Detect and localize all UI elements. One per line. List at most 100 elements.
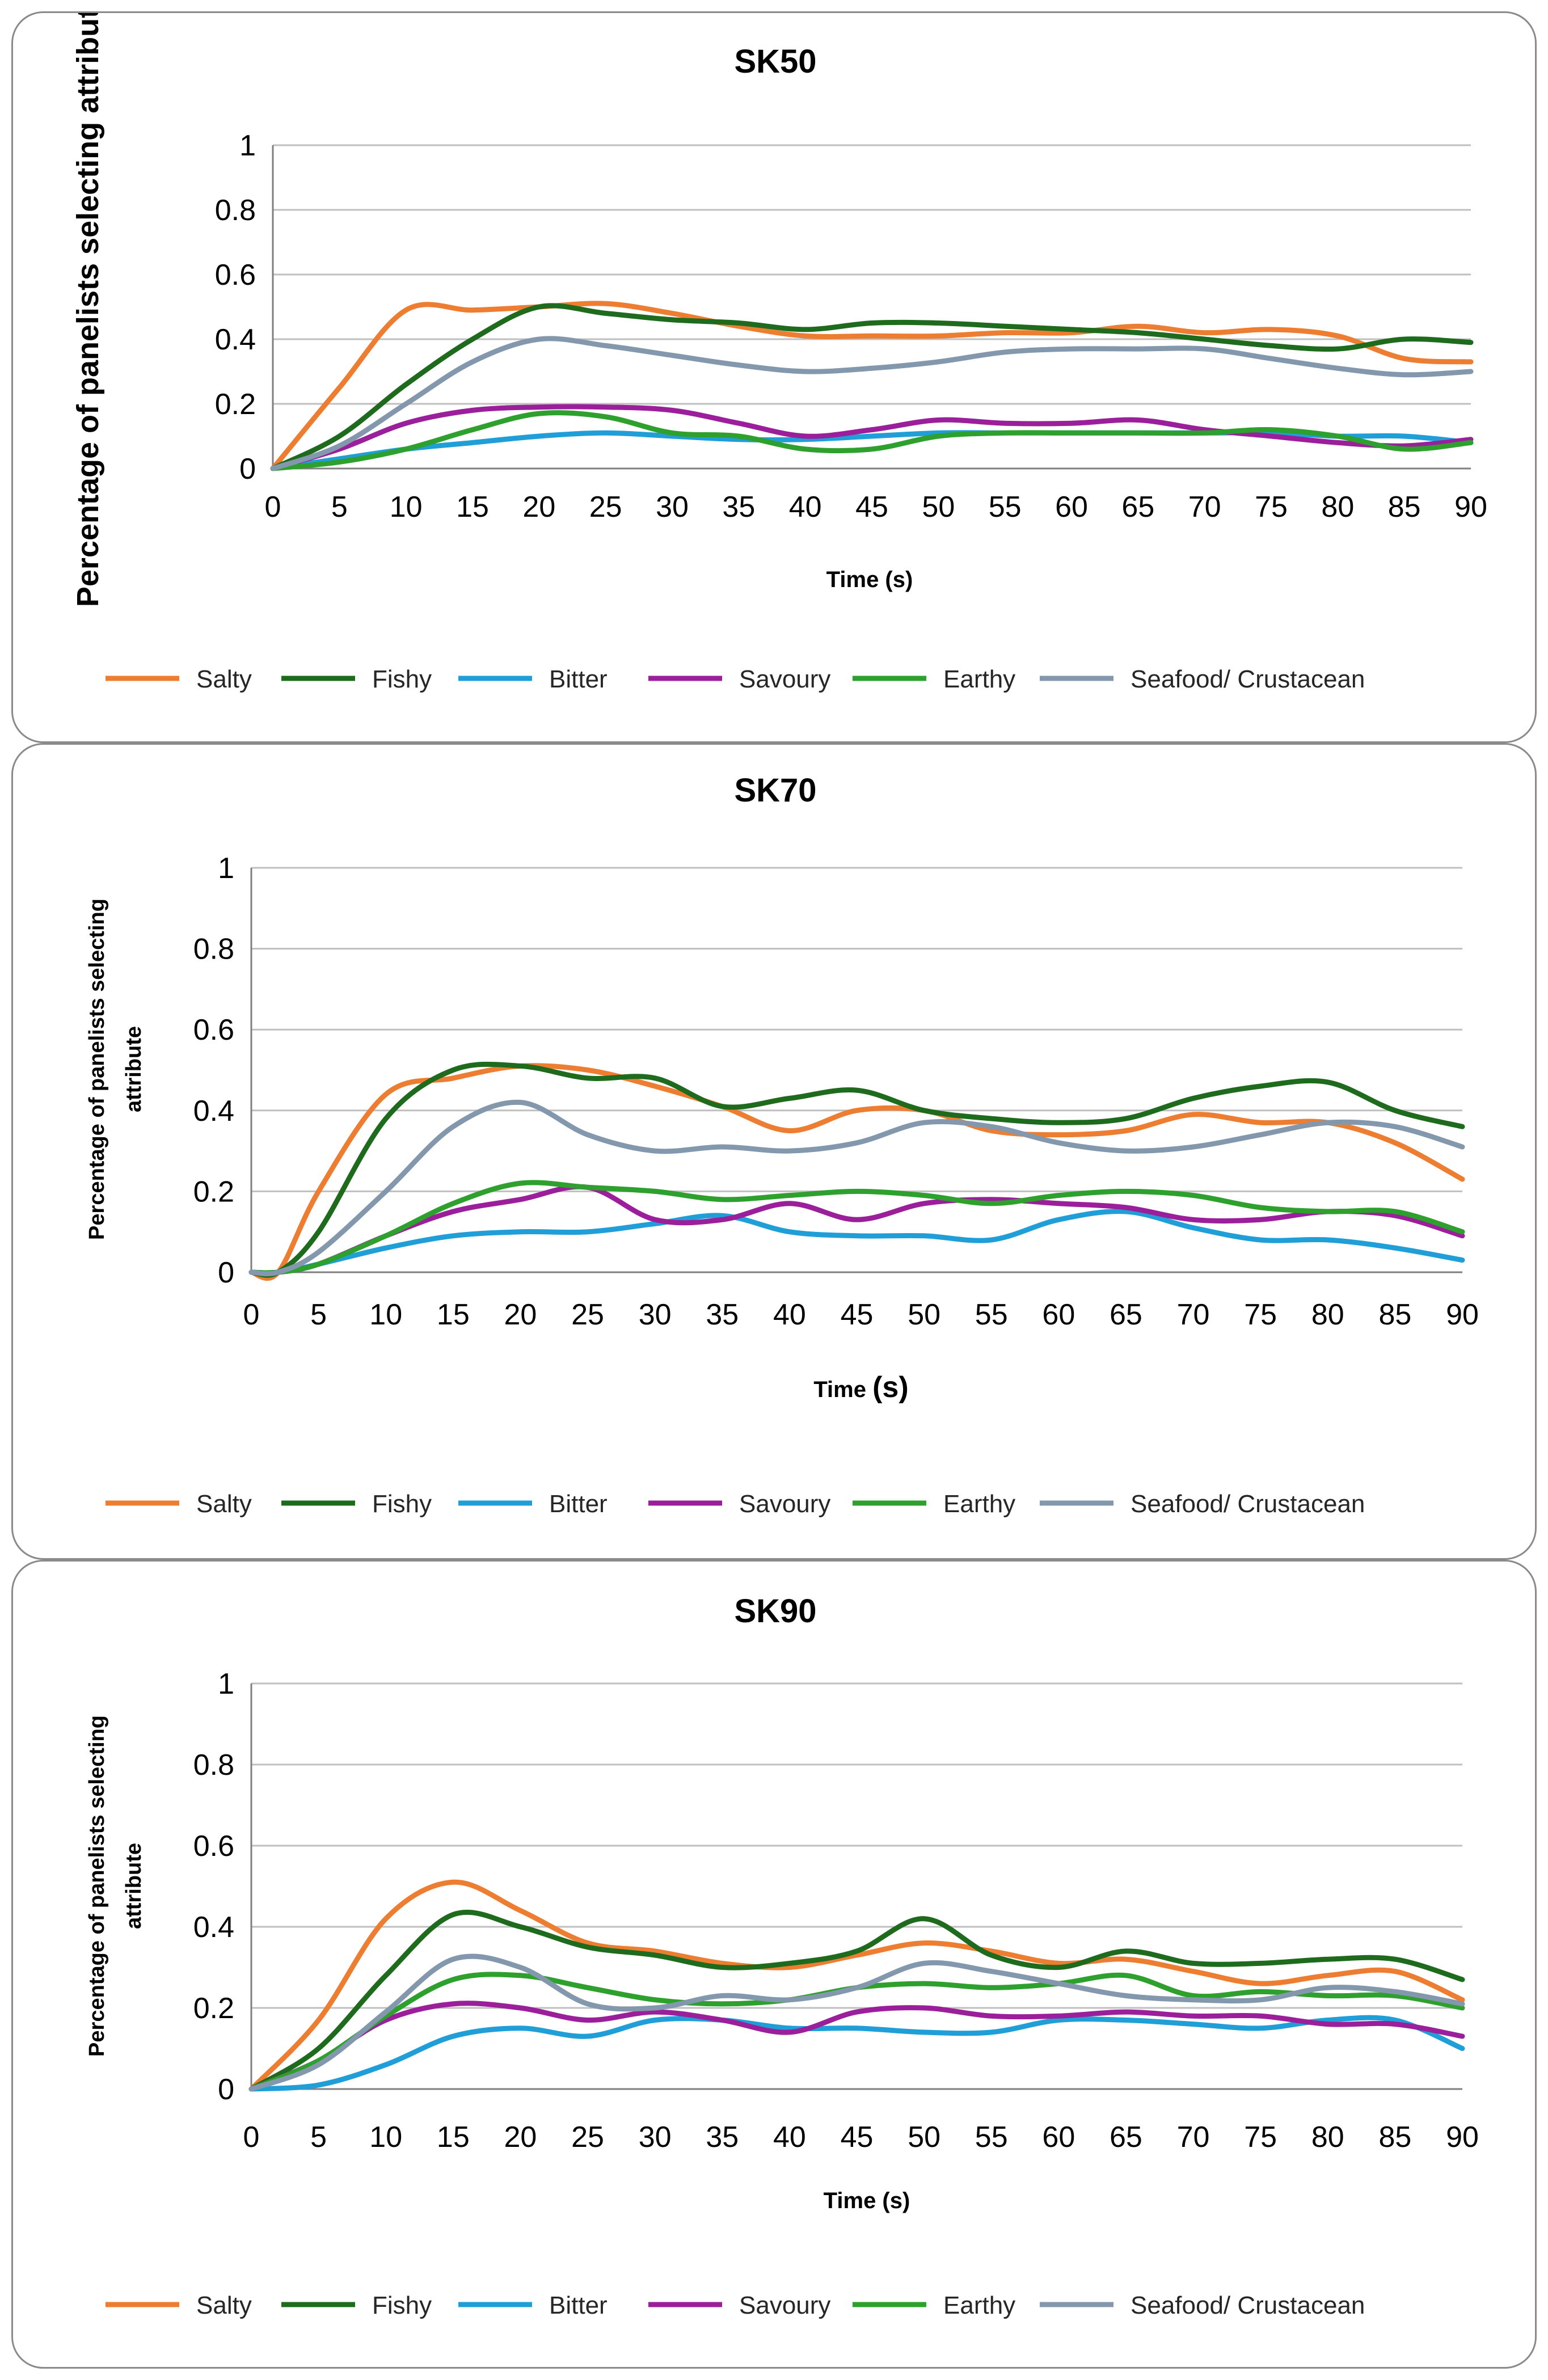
- series-line-savoury: [248, 2001, 1465, 2092]
- x-tick-label: 0: [243, 2121, 260, 2154]
- x-tick-label: 50: [908, 2121, 940, 2154]
- x-tick-label: 5: [310, 1298, 327, 1331]
- legend-label: Bitter: [549, 2292, 608, 2319]
- x-tick-label: 10: [390, 491, 423, 524]
- legend-item-earthy: Earthy: [853, 2292, 1015, 2319]
- y-tick-label: 0: [239, 453, 256, 486]
- x-tick-label: 90: [1446, 1298, 1479, 1331]
- series-line-bitter: [248, 2015, 1465, 2092]
- x-tick-label: 5: [331, 491, 348, 524]
- x-axis-label-text: Time: [813, 1377, 872, 1402]
- chart-svg-sk70: SK70 Percentage of panelists selecting a…: [85, 772, 1479, 1518]
- legend-item-seafood-crustacean: Seafood/ Crustacean: [1040, 2292, 1365, 2319]
- y-axis-label-line-2: attribute: [122, 1843, 146, 1929]
- legend-item-bitter: Bitter: [458, 665, 608, 693]
- series-line-earthy: [248, 1180, 1465, 1276]
- chart-svg-sk50: SK50 Percentage of panelists selecting a…: [71, 13, 1487, 693]
- x-tick-label: 75: [1244, 1298, 1277, 1331]
- x-tick-label: 35: [706, 2121, 739, 2154]
- legend-item-bitter: Bitter: [458, 2292, 608, 2319]
- series-line-fishy: [270, 303, 1474, 471]
- chart-panel-sk50: SK50 Percentage of panelists selecting a…: [11, 11, 1537, 743]
- x-tick-label: 80: [1321, 491, 1354, 524]
- legend-label: Savoury: [739, 1490, 830, 1518]
- series-line-savoury: [248, 1184, 1465, 1276]
- series-line-salty: [248, 1063, 1465, 1281]
- x-tick-label: 65: [1110, 1298, 1142, 1331]
- y-tick-label: 0.6: [193, 1014, 234, 1046]
- x-tick-label: 20: [504, 2121, 537, 2154]
- series-line-savoury: [270, 404, 1474, 471]
- y-tick-label: 0.4: [193, 1095, 234, 1128]
- x-tick-label: 90: [1446, 2121, 1479, 2154]
- x-tick-label: 45: [855, 491, 888, 524]
- x-tick-label: 85: [1378, 2121, 1411, 2154]
- legend-label: Bitter: [549, 1490, 608, 1518]
- legend-item-salty: Salty: [106, 1490, 252, 1518]
- y-tick-label: 0.4: [215, 323, 256, 356]
- y-tick-label: 0.6: [215, 259, 256, 292]
- y-axis-label: Percentage of panelists selecting attrib…: [71, 13, 105, 607]
- y-tick-label: 0: [218, 1256, 234, 1289]
- legend-label: Bitter: [549, 665, 608, 693]
- series-line-fishy: [248, 1910, 1465, 2092]
- y-tick-label: 0.6: [193, 1830, 234, 1863]
- legend-label: Earthy: [943, 2292, 1015, 2319]
- x-tick-label: 60: [1055, 491, 1088, 524]
- x-tick-label: 75: [1255, 491, 1288, 524]
- legend-label: Fishy: [372, 2292, 432, 2319]
- chart-title: SK70: [734, 772, 816, 809]
- legend-item-earthy: Earthy: [853, 1490, 1015, 1518]
- x-tick-label: 45: [841, 1298, 874, 1331]
- legend-item-bitter: Bitter: [458, 1490, 608, 1518]
- x-tick-label: 15: [437, 2121, 470, 2154]
- legend-item-savoury: Savoury: [648, 1490, 830, 1518]
- series-line-salty: [270, 301, 1474, 471]
- y-tick-label: 1: [218, 1668, 234, 1700]
- legend-item-fishy: Fishy: [281, 1490, 432, 1518]
- x-tick-label: 10: [369, 1298, 402, 1331]
- y-tick-label: 0: [218, 2073, 234, 2106]
- legend-item-fishy: Fishy: [281, 665, 432, 693]
- series-line-earthy: [270, 410, 1474, 471]
- x-tick-label: 70: [1177, 1298, 1210, 1331]
- chart-panel-sk70: SK70 Percentage of panelists selecting a…: [11, 743, 1537, 1560]
- legend-label: Salty: [196, 1490, 252, 1518]
- chart-panel-sk90: SK90 Percentage of panelists selecting a…: [11, 1560, 1537, 2369]
- x-tick-label: 15: [437, 1298, 470, 1331]
- x-tick-label: 75: [1244, 2121, 1277, 2154]
- series-line-seafood-crustacean: [248, 1953, 1465, 2092]
- chart-title: SK90: [734, 1593, 816, 1630]
- series-line-seafood-crustacean: [248, 1099, 1465, 1277]
- legend-item-fishy: Fishy: [281, 2292, 432, 2319]
- x-tick-label: 30: [639, 1298, 672, 1331]
- x-tick-label: 55: [975, 2121, 1008, 2154]
- x-tick-label: 60: [1042, 1298, 1075, 1331]
- legend-item-savoury: Savoury: [648, 665, 830, 693]
- legend-label: Seafood/ Crustacean: [1131, 1490, 1365, 1518]
- x-tick-label: 55: [989, 491, 1022, 524]
- x-tick-label: 80: [1311, 1298, 1344, 1331]
- legend-item-salty: Salty: [106, 2292, 252, 2319]
- x-tick-label: 30: [639, 2121, 672, 2154]
- legend-label: Fishy: [372, 1490, 432, 1518]
- series-line-bitter: [270, 430, 1474, 471]
- x-tick-label: 25: [571, 1298, 604, 1331]
- x-tick-label: 90: [1454, 491, 1487, 524]
- x-tick-label: 65: [1121, 491, 1154, 524]
- y-tick-label: 0.2: [193, 1992, 234, 2025]
- legend-label: Salty: [196, 665, 252, 693]
- legend-label: Savoury: [739, 2292, 830, 2319]
- x-tick-label: 40: [773, 1298, 806, 1331]
- y-tick-label: 0.4: [193, 1911, 234, 1944]
- x-tick-label: 20: [522, 491, 555, 524]
- x-tick-label: 50: [908, 1298, 940, 1331]
- x-tick-label: 40: [789, 491, 822, 524]
- x-tick-label: 15: [456, 491, 489, 524]
- x-tick-label: 60: [1042, 2121, 1075, 2154]
- series-line-fishy: [248, 1061, 1465, 1278]
- y-tick-label: 0.8: [193, 933, 234, 966]
- x-tick-label: 40: [773, 2121, 806, 2154]
- x-tick-label: 55: [975, 1298, 1008, 1331]
- series-line-seafood-crustacean: [270, 336, 1474, 471]
